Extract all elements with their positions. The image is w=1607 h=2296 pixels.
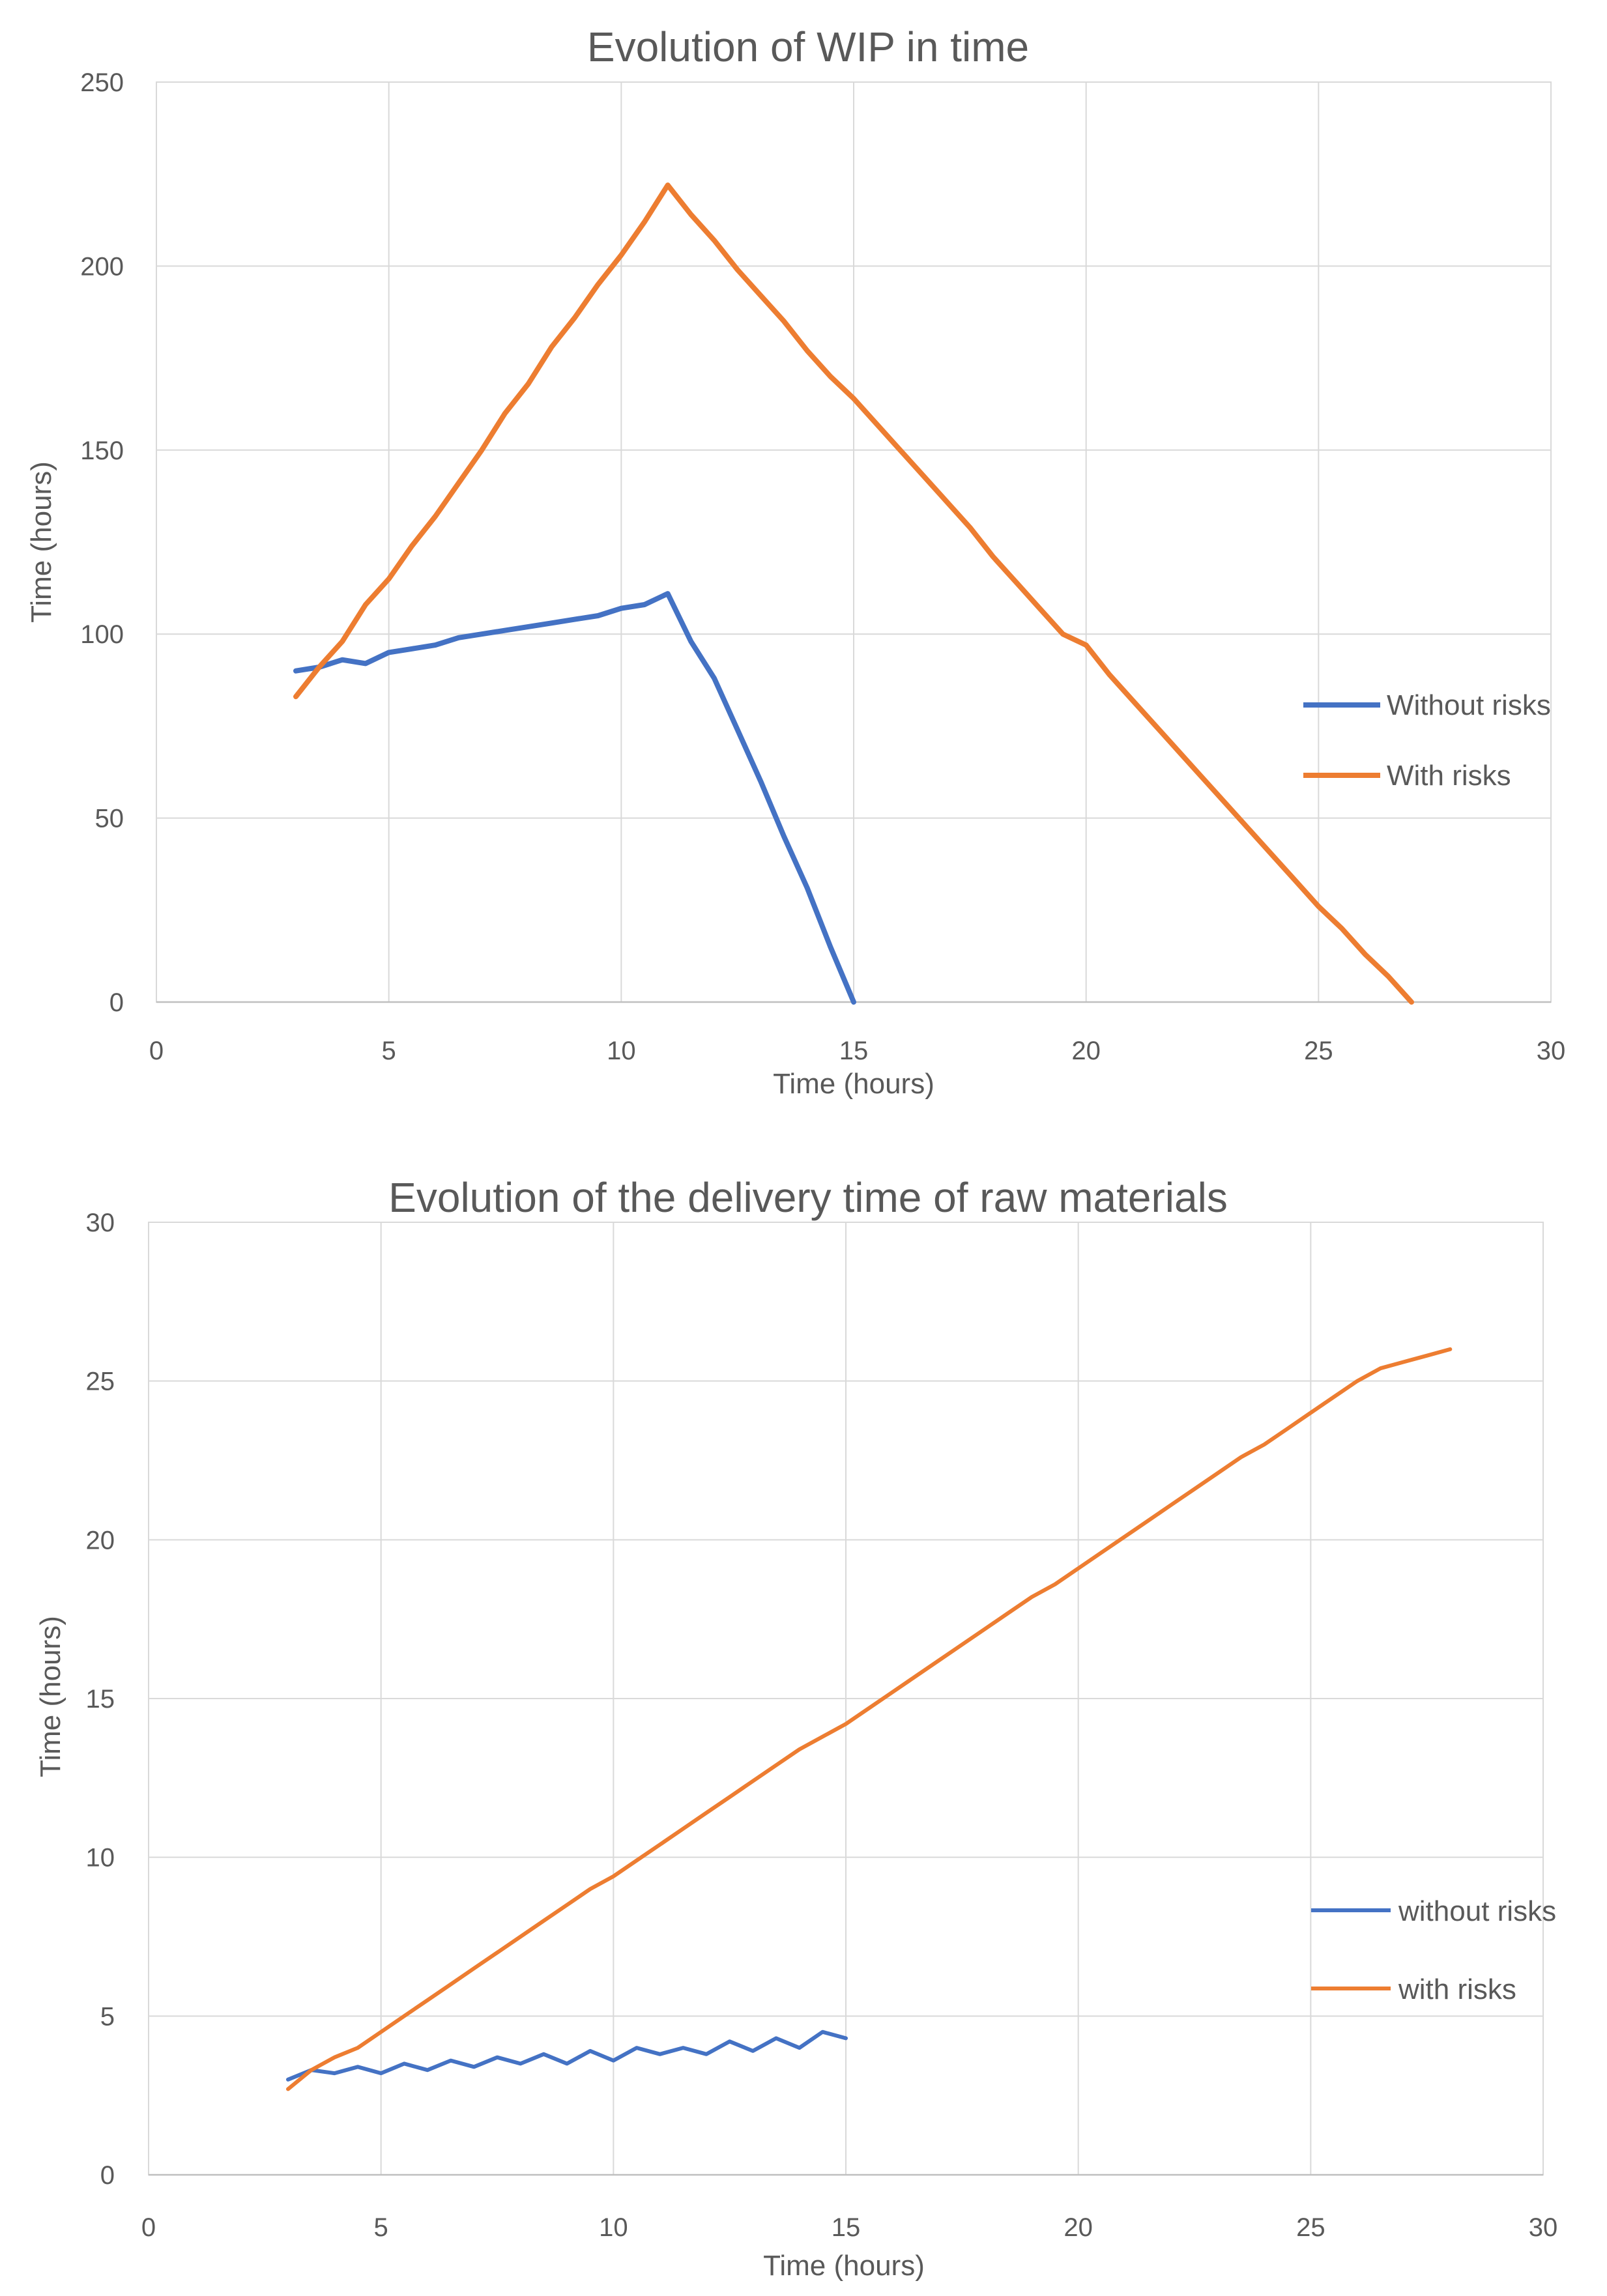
chart-wip-x-axis-title: Time (hours) (773, 1068, 934, 1100)
chart-wip-legend: Without risks With risks (1303, 689, 1551, 792)
y-tick-label: 150 (80, 437, 124, 465)
x-tick-label: 0 (141, 2213, 156, 2242)
y-tick-label: 0 (100, 2161, 115, 2190)
x-tick-label: 30 (1537, 1037, 1566, 1065)
chart-delivery-series (286, 1347, 1453, 2091)
x-tick-label: 25 (1296, 2213, 1325, 2242)
series-line-with-risks (293, 182, 1414, 1005)
chart-delivery-legend: without risks with risks (1311, 1895, 1556, 2005)
legend-label-without-risks: Without risks (1387, 689, 1551, 721)
legend-label-with-risks: With risks (1387, 760, 1511, 792)
x-tick-label: 25 (1304, 1037, 1333, 1065)
chart-wip-title: Evolution of WIP in time (587, 23, 1029, 70)
x-tick-label: 20 (1071, 1037, 1101, 1065)
x-tick-label: 15 (839, 1037, 869, 1065)
legend-label-without-risks-2: without risks (1398, 1895, 1556, 1927)
chart-delivery-y-ticks: 0 5 10 15 20 25 30 (86, 1209, 115, 2190)
y-tick-label: 30 (86, 1209, 115, 1237)
chart-wip-y-axis-title: Time (hours) (25, 461, 57, 623)
y-tick-label: 20 (86, 1526, 115, 1555)
x-tick-label: 10 (599, 2213, 628, 2242)
chart-wip-y-ticks: 0 50 100 150 200 250 (80, 68, 124, 1017)
y-tick-label: 50 (95, 805, 124, 833)
chart-delivery-title: Evolution of the delivery time of raw ma… (388, 1174, 1228, 1221)
y-tick-label: 10 (86, 1844, 115, 1873)
x-tick-label: 30 (1529, 2213, 1558, 2242)
y-tick-label: 15 (86, 1685, 115, 1714)
y-tick-label: 5 (100, 2002, 115, 2031)
x-tick-label: 0 (149, 1037, 164, 1065)
chart-delivery-time: 0 5 10 15 20 25 30 0 5 10 15 20 25 30 Evolution of t… (35, 1174, 1557, 2282)
chart-wip-series (293, 182, 1414, 1005)
chart-delivery-gridlines (149, 1222, 1544, 2176)
chart-delivery-y-axis-title: Time (hours) (35, 1616, 66, 1777)
x-tick-label: 5 (374, 2213, 388, 2242)
x-tick-label: 10 (607, 1037, 636, 1065)
chart-delivery-x-axis-title: Time (hours) (763, 2250, 925, 2282)
y-tick-label: 200 (80, 252, 124, 281)
chart-delivery-x-ticks: 0 5 10 15 20 25 30 (141, 2213, 1557, 2242)
series-line-with-risks (286, 1347, 1453, 2091)
series-line-without-risks (293, 591, 856, 1005)
x-tick-label: 15 (832, 2213, 861, 2242)
series-line-without-risks (286, 2030, 848, 2082)
y-tick-label: 250 (80, 68, 124, 97)
chart-wip-x-ticks: 0 5 10 15 20 25 30 (149, 1037, 1565, 1065)
y-tick-label: 0 (109, 988, 124, 1017)
chart-wip-gridlines (156, 81, 1552, 1003)
x-tick-label: 20 (1064, 2213, 1093, 2242)
x-tick-label: 5 (382, 1037, 396, 1065)
chart-wip: 0 50 100 150 200 250 0 5 10 15 20 25 30 Evolution o… (25, 23, 1565, 1100)
y-tick-label: 25 (86, 1368, 115, 1396)
y-tick-label: 100 (80, 620, 124, 649)
legend-label-with-risks-2: with risks (1398, 1973, 1516, 2005)
